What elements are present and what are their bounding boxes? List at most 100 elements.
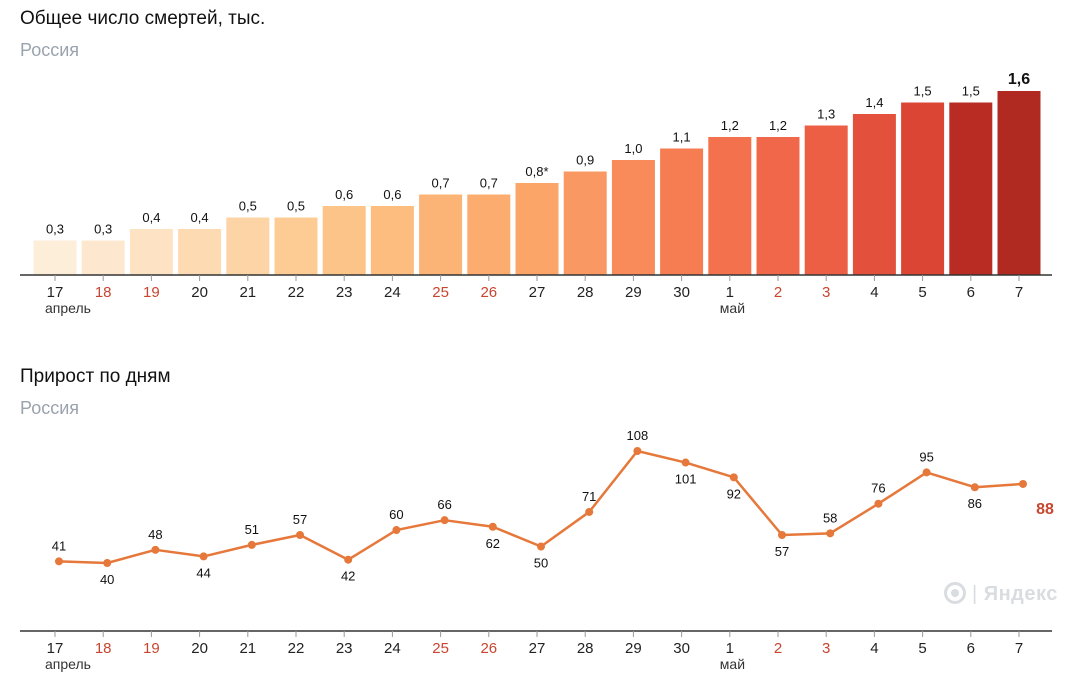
- data-point: [440, 516, 449, 525]
- bar-value-label: 0,4: [142, 210, 160, 225]
- daily-x-axis-tick-label: 20: [191, 640, 208, 657]
- bar-value-label: 1,6: [1008, 71, 1030, 88]
- total-x-axis-month-label: апрель: [45, 300, 91, 316]
- bar: [852, 114, 896, 275]
- daily-x-axis-tick-label: 7: [1015, 640, 1023, 657]
- daily-x-axis-tick-label: 3: [822, 640, 830, 657]
- yandex-watermark: | Яндекс: [944, 582, 1058, 606]
- data-point: [778, 531, 786, 539]
- bar: [611, 160, 655, 275]
- total-deaths-bar-chart: 0,3 0,3 0,4 0,4 0,5 0,5 0,6 0,6 0,7 0,7 0,8* 0,9 1,0…: [20, 71, 1052, 316]
- bar: [81, 240, 125, 275]
- bar-value-label: 1,1: [673, 130, 691, 145]
- total-x-axis-tick-label: 4: [870, 284, 878, 301]
- total-x-axis-tick-label: 24: [384, 284, 401, 301]
- total-x-axis-tick-label: 2: [774, 284, 782, 301]
- bar-value-label: 0,5: [239, 199, 257, 214]
- daily-x-axis-tick-label: 25: [432, 640, 449, 657]
- bar: [708, 137, 752, 275]
- bar-value-label: 0,8*: [525, 164, 548, 179]
- data-point: [585, 507, 594, 516]
- data-point-label: 60: [389, 507, 403, 522]
- daily-x-axis-month-label: апрель: [45, 656, 91, 672]
- data-point: [296, 531, 304, 539]
- data-point: [344, 555, 353, 564]
- daily-x-axis-tick-label: 28: [577, 640, 594, 657]
- daily-x-axis-tick-label: 17: [47, 640, 64, 657]
- data-point: [874, 499, 883, 508]
- daily-x-axis-tick-label: 19: [143, 640, 160, 657]
- daily-x-axis-tick-label: 2: [774, 640, 782, 657]
- bar: [370, 206, 414, 275]
- total-x-axis-tick-label: 25: [432, 284, 449, 301]
- bar-value-label: 1,0: [624, 141, 642, 156]
- total-x-axis-month-label: май: [720, 300, 745, 316]
- total-x-axis-tick-label: 18: [95, 284, 112, 301]
- daily-x-axis-tick-label: 24: [384, 640, 401, 657]
- bar-value-label: 1,5: [914, 84, 932, 99]
- bar: [129, 229, 173, 275]
- daily-x-axis-tick-label: 30: [673, 640, 690, 657]
- bar: [901, 102, 945, 275]
- total-x-axis-tick-label: 30: [673, 284, 690, 301]
- total-x-axis-tick-label: 19: [143, 284, 160, 301]
- data-point-label: 108: [627, 428, 649, 443]
- data-point-label: 76: [871, 481, 885, 496]
- bar-value-label: 1,4: [865, 95, 883, 110]
- data-point-label: 92: [727, 486, 741, 501]
- data-point-label: 101: [675, 472, 697, 487]
- daily-chart-title: Прирост по дням: [20, 366, 171, 387]
- total-x-axis-tick-label: 26: [480, 284, 497, 301]
- total-x-axis-tick-label: 6: [967, 284, 975, 301]
- data-point: [970, 483, 979, 492]
- data-point-label: 40: [100, 572, 114, 587]
- bar-value-label: 0,9: [576, 153, 594, 168]
- bar: [563, 171, 607, 275]
- data-point: [247, 540, 256, 549]
- daily-x-axis-tick-label: 23: [336, 640, 353, 657]
- bar: [226, 217, 270, 275]
- bar: [997, 91, 1041, 275]
- bar: [467, 194, 511, 275]
- bar-value-label: 0,6: [335, 187, 353, 202]
- bar: [322, 206, 366, 275]
- bar: [949, 102, 993, 275]
- total-x-axis-tick-label: 22: [288, 284, 305, 301]
- bar: [756, 137, 800, 275]
- data-point: [55, 557, 63, 566]
- total-x-axis-tick-label: 3: [822, 284, 830, 301]
- daily-x-axis-month-label: май: [720, 656, 745, 672]
- total-x-axis-tick-label: 27: [529, 284, 546, 301]
- bar-value-label: 1,3: [817, 107, 835, 122]
- total-x-axis-tick-label: 21: [239, 284, 256, 301]
- bar: [515, 183, 559, 275]
- data-point: [537, 542, 545, 551]
- data-point-label: 44: [196, 565, 210, 580]
- data-point: [633, 447, 642, 455]
- daily-x-axis-tick-label: 27: [529, 640, 546, 657]
- daily-x-axis-tick-label: 21: [239, 640, 256, 657]
- data-point-label: 48: [148, 527, 162, 542]
- data-point-label: 42: [341, 569, 355, 584]
- total-x-axis-tick-label: 7: [1015, 284, 1023, 301]
- bar: [419, 194, 463, 275]
- daily-chart-subtitle: Россия: [20, 398, 80, 418]
- bar-value-label: 0,7: [432, 176, 450, 191]
- total-x-axis-tick-label: 5: [918, 284, 926, 301]
- bar-value-label: 1,2: [721, 118, 739, 133]
- data-point-label: 57: [293, 512, 307, 527]
- bar-value-label: 1,5: [962, 84, 980, 99]
- data-point: [103, 559, 112, 567]
- data-point: [392, 526, 401, 535]
- data-point: [1019, 479, 1027, 488]
- daily-x-axis-tick-label: 1: [726, 640, 734, 657]
- total-x-axis-tick-label: 28: [577, 284, 594, 301]
- total-x-axis-tick-label: 17: [47, 284, 64, 301]
- bar-value-label: 0,5: [287, 199, 305, 214]
- data-point-label: 86: [968, 496, 982, 511]
- bar: [660, 148, 704, 275]
- data-point: [151, 545, 160, 554]
- bar: [178, 229, 222, 275]
- bar: [804, 125, 848, 275]
